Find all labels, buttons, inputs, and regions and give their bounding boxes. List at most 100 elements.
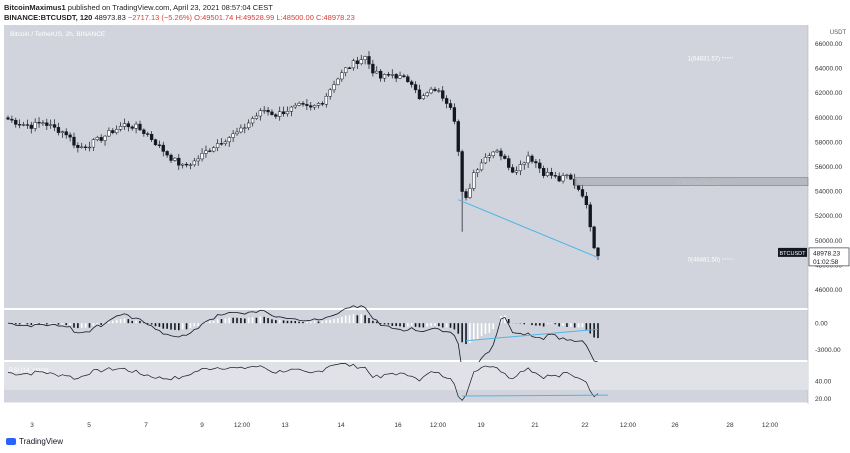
candle-body xyxy=(588,204,592,228)
time-tick-label: 12:00 xyxy=(620,422,637,429)
candle-body xyxy=(122,123,127,127)
candle-body xyxy=(181,163,185,166)
candle-body xyxy=(382,74,387,79)
candle-body xyxy=(99,137,103,141)
price-label-symbol: BTCUSDT xyxy=(780,251,807,257)
divergence-line xyxy=(458,199,599,259)
candle-body xyxy=(479,162,484,171)
symbol-prefix: BINANCE:BTCUSDT, 120 xyxy=(4,13,93,22)
time-tick-label: 3 xyxy=(30,422,34,429)
candle-body xyxy=(258,110,262,117)
candle-body xyxy=(250,118,255,124)
candle-body xyxy=(49,124,53,126)
candle-body xyxy=(410,81,414,85)
candle-body xyxy=(596,247,600,257)
time-tick-label: 16 xyxy=(394,422,402,429)
candle-body xyxy=(394,74,398,79)
candle-body xyxy=(375,70,379,74)
price-tick-label: 62000.00 xyxy=(815,90,842,97)
candle-body xyxy=(146,133,150,135)
candle-body xyxy=(103,135,107,141)
price-tick-label: 50000.00 xyxy=(815,238,842,245)
candle-body xyxy=(495,150,499,153)
candle-body xyxy=(301,103,305,105)
candle-body xyxy=(580,189,585,197)
tradingview-footer: TradingView xyxy=(6,437,63,446)
candle-body xyxy=(219,143,224,145)
candle-body xyxy=(464,191,468,198)
candle-body xyxy=(328,89,332,97)
candles-group xyxy=(6,51,600,261)
candle-body xyxy=(115,129,119,133)
macd-pane xyxy=(4,310,808,360)
candle-body xyxy=(177,157,181,166)
close-value: C:48978.23 xyxy=(315,13,355,22)
candle-body xyxy=(72,136,76,146)
fib-level-label: 0(48481.50) xyxy=(688,258,720,264)
candle-body xyxy=(309,105,313,108)
candle-body xyxy=(421,95,425,100)
candle-body xyxy=(83,146,88,148)
publish-line: BitcoinMaximus1 published on TradingView… xyxy=(4,3,273,13)
candle-body xyxy=(324,95,328,105)
candle-body xyxy=(239,127,243,133)
candle-body xyxy=(111,130,115,133)
candle-body xyxy=(41,122,45,124)
candle-body xyxy=(87,146,92,149)
candle-body xyxy=(149,133,154,140)
price-tick-label: 64000.00 xyxy=(815,66,842,73)
candle-body xyxy=(52,124,57,128)
candle-body xyxy=(95,137,99,140)
last-price: 48973.83 xyxy=(94,13,126,22)
candle-body xyxy=(14,119,18,125)
candle-body xyxy=(312,105,317,108)
candle-body xyxy=(165,151,169,156)
candle-body xyxy=(406,76,410,83)
time-tick-label: 9 xyxy=(200,422,204,429)
candle-body xyxy=(305,104,309,106)
candle-body xyxy=(10,118,14,121)
chart-title: Bitcoin / TetherUS, 2h, BINANCE xyxy=(10,31,106,38)
rsi-tick-label: 20.00 xyxy=(815,396,832,403)
candle-body xyxy=(130,126,134,129)
candle-body xyxy=(266,109,270,113)
rsi-line xyxy=(7,363,599,401)
candle-body xyxy=(208,150,212,152)
candle-body xyxy=(367,56,371,65)
time-tick-label: 5 xyxy=(87,422,91,429)
open-value: O:49501.74 xyxy=(194,13,234,22)
rsi-divergence-line xyxy=(462,394,609,397)
price-unit-label: USDT xyxy=(830,30,847,36)
price-tick-label: 66000.00 xyxy=(815,41,842,48)
macd-histogram-group xyxy=(11,314,599,345)
candle-body xyxy=(476,169,480,173)
candle-body xyxy=(355,60,359,64)
candle-body xyxy=(518,164,523,172)
candle-body xyxy=(503,155,507,159)
candle-body xyxy=(386,74,391,76)
candle-body xyxy=(138,123,142,131)
candle-body xyxy=(161,144,165,152)
candle-body xyxy=(402,75,406,77)
time-tick-label: 22 xyxy=(581,422,589,429)
time-tick-label: 19 xyxy=(477,422,485,429)
candle-body xyxy=(472,172,476,189)
candle-body xyxy=(456,121,460,152)
rsi-tick-label: 40.00 xyxy=(815,379,832,386)
candle-body xyxy=(231,133,235,138)
candle-body xyxy=(534,161,538,164)
candle-body xyxy=(243,127,247,129)
candle-body xyxy=(196,158,200,162)
candle-body xyxy=(522,162,526,165)
candle-body xyxy=(347,67,352,69)
time-tick-label: 14 xyxy=(337,422,345,429)
candle-body xyxy=(545,172,550,176)
candle-body xyxy=(118,126,123,130)
candle-body xyxy=(538,162,542,169)
price-tick-label: 60000.00 xyxy=(815,115,842,122)
candle-body xyxy=(425,92,429,97)
candle-body xyxy=(56,127,61,133)
candle-body xyxy=(200,153,204,160)
candle-body xyxy=(514,170,519,173)
candle-body xyxy=(134,123,138,129)
